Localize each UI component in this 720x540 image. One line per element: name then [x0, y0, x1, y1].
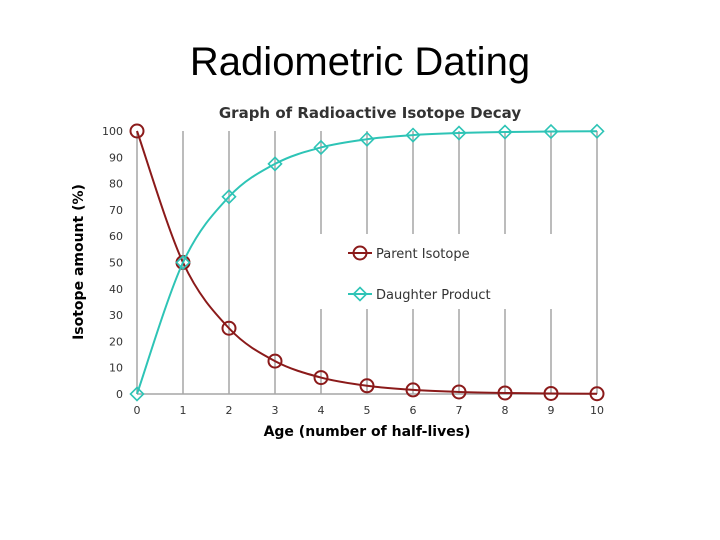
y-tick-label: 70 [109, 204, 123, 217]
series-line-daughter-product [136, 130, 598, 395]
daughter-point [175, 254, 191, 271]
parent-point [129, 123, 145, 139]
x-tick-label: 7 [456, 404, 463, 417]
y-axis-label: Isotope amount (%) [71, 184, 87, 340]
x-tick-label: 10 [590, 404, 604, 417]
legend-label: Daughter Product [376, 288, 491, 303]
x-tick-label: 9 [548, 404, 555, 417]
legend-marker [352, 245, 368, 261]
data-series [129, 123, 605, 402]
legend-marker [352, 286, 368, 302]
parent-point [589, 386, 605, 402]
chart-title: Graph of Radioactive Isotope Decay [219, 104, 521, 122]
x-tick-label: 3 [272, 404, 279, 417]
parent-point [313, 370, 329, 386]
x-tick-label: 5 [364, 404, 371, 417]
x-tick-label: 2 [226, 404, 233, 417]
daughter-point [359, 131, 375, 147]
daughter-point [405, 127, 421, 143]
slide-title: Radiometric Dating [189, 40, 531, 84]
legend: Parent Isotope Daughter Product [315, 234, 575, 309]
daughter-point [589, 123, 605, 139]
daughter-point [221, 189, 237, 205]
parent-point [451, 384, 467, 400]
parent-point [543, 385, 559, 401]
daughter-point [129, 386, 145, 402]
parent-point [267, 353, 283, 369]
parent-point [497, 385, 513, 401]
y-tick-label: 50 [109, 257, 123, 270]
x-tick-label: 8 [502, 404, 509, 417]
parent-point [405, 382, 421, 398]
y-tick-label: 30 [109, 309, 123, 322]
legend-label: Parent Isotope [376, 247, 470, 262]
y-tick-label: 90 [109, 151, 123, 164]
x-tick-label: 6 [410, 404, 417, 417]
daughter-point [313, 139, 329, 156]
y-tick-label: 0 [116, 388, 123, 401]
parent-point [221, 320, 237, 336]
y-tick-label: 100 [102, 125, 123, 138]
y-tick-label: 60 [109, 230, 123, 243]
daughter-point [451, 125, 467, 141]
series-line-parent-isotope [136, 130, 598, 395]
y-tick-label: 80 [109, 178, 123, 191]
x-tick-label: 1 [180, 404, 187, 417]
daughter-point [543, 123, 559, 140]
x-tick-label: 0 [134, 404, 141, 417]
x-axis-label: Age (number of half-lives) [264, 424, 471, 440]
parent-point [359, 378, 375, 394]
y-tick-label: 20 [109, 335, 123, 348]
y-tick-label: 40 [109, 283, 123, 296]
daughter-point [497, 124, 513, 140]
y-tick-label: 10 [109, 362, 123, 375]
x-tick-label: 4 [318, 404, 325, 417]
daughter-point [267, 156, 283, 172]
